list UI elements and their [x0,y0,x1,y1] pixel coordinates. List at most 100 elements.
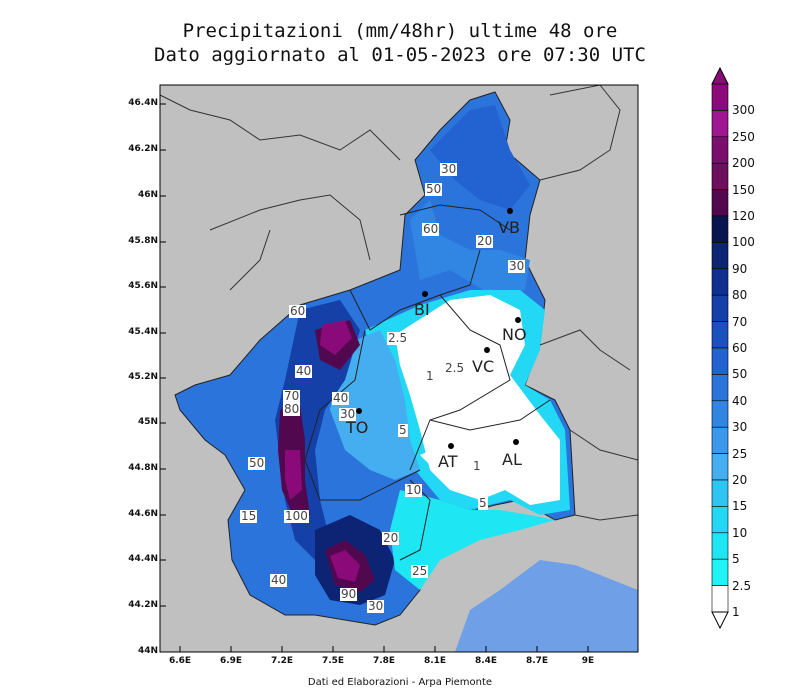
contour-label: 70 [283,389,301,403]
footer-credit: Dati ed Elaborazioni - Arpa Piemonte [307,677,493,688]
zone-vco [410,200,530,300]
contour-label: 100 [284,509,309,523]
contour-label: 2.5 [444,361,466,375]
contour-label: 30 [367,599,385,613]
colorbar-swatch [711,242,729,270]
city-label-vb: VB [498,218,520,237]
colorbar-label: 2.5 [732,578,752,593]
x-tick: 7.2E [270,656,294,666]
zone-peak-south [330,550,360,582]
colorbar-label: 40 [732,393,748,408]
colorbar-swatch [711,162,729,190]
colorbar-label: 80 [732,288,748,303]
colorbar-swatch [711,110,729,138]
contour-label: 40 [295,364,313,378]
contour-label: 1 [472,459,482,473]
y-tick: 45.6N [128,281,158,291]
colorbar-swatch [711,400,729,428]
colorbar-swatch [711,268,729,296]
y-tick: 44.6N [128,509,158,519]
contour-label: 60 [422,222,440,236]
x-tick: 8.7E [525,656,549,666]
colorbar-label: 300 [732,103,755,118]
contour-label: 5 [398,423,408,437]
colorbar-swatch [711,215,729,243]
city-label-at: AT [438,452,458,471]
colorbar-label: 200 [732,156,755,171]
colorbar-top-arrow [711,66,729,85]
colorbar-label: 120 [732,209,755,223]
contour-label: 20 [476,234,494,248]
contour-label: 80 [283,402,301,416]
zone-peak-north [320,320,352,355]
city-label-to: TO [346,418,369,437]
x-tick: 7.8E [372,656,396,666]
x-tick: 7.5E [321,656,345,666]
colorbar-swatch [711,374,729,402]
y-tick: 44.8N [128,463,158,473]
y-tick: 45.8N [128,236,158,246]
colorbar-swatch [711,136,729,164]
y-tick: 44N [137,646,158,656]
city-label-vc: VC [472,357,495,376]
contour-label: 50 [248,456,266,470]
city-label-no: NO [502,325,527,344]
colorbar-swatch [711,558,729,586]
zone-peak-west [285,450,302,500]
colorbar [711,66,729,630]
y-tick: 46N [137,190,158,200]
y-tick: 46.4N [128,98,158,108]
contour-label: 30 [339,407,357,421]
colorbar-swatch [711,585,729,613]
colorbar-label: 250 [732,129,755,144]
city-markers [356,208,521,449]
y-tick: 46.2N [128,144,158,154]
x-tick: 9E [581,656,595,666]
zone-torino [330,330,420,480]
x-tick: 6.9E [219,656,243,666]
contour-label: 2.5 [387,331,409,345]
city-label-al: AL [502,450,522,469]
contour-label: 15 [240,509,258,523]
colorbar-label: 90 [732,261,748,276]
colorbar-label: 30 [732,420,748,435]
colorbar-swatch [711,83,729,111]
map-subtitle: Dato aggiornato al 01-05-2023 ore 07:30 … [154,44,646,66]
neighbour-borders [159,84,639,521]
y-tick: 45N [137,417,158,427]
colorbar-swatch [711,479,729,507]
contour-label: 1 [425,369,435,383]
contour-label: 50 [425,182,443,196]
colorbar-label: 15 [732,499,748,514]
colorbar-swatch [711,532,729,560]
map-title: Precipitazioni (mm/48hr) ultime 48 ore [182,20,618,42]
colorbar-swatch [711,506,729,534]
x-tick: 8.1E [423,656,447,666]
y-tick: 45.2N [128,372,158,382]
x-tick: 8.4E [474,656,498,666]
contour-label: 30 [440,162,458,176]
contour-label: 40 [270,573,288,587]
y-tick: 45.4N [128,327,158,337]
colorbar-swatch [711,347,729,375]
zone-ossola [430,105,530,210]
colorbar-label: 70 [732,314,748,329]
zone-dry-south [420,430,515,485]
colorbar-swatch [711,189,729,217]
contour-label: 5 [478,496,488,510]
x-tick: 6.6E [168,656,192,666]
colorbar-label: 20 [732,473,748,487]
colorbar-label: 50 [732,367,748,382]
colorbar-swatch [711,294,729,322]
colorbar-label: 150 [732,182,755,197]
contour-label: 30 [508,259,526,273]
colorbar-swatch [711,426,729,454]
city-label-bi: BI [414,300,430,319]
colorbar-label: 100 [732,235,755,250]
colorbar-label: 25 [732,446,748,461]
contour-label: 40 [332,391,350,405]
y-tick: 44.4N [128,554,158,564]
map-frame [159,84,639,653]
colorbar-swatch [711,453,729,481]
